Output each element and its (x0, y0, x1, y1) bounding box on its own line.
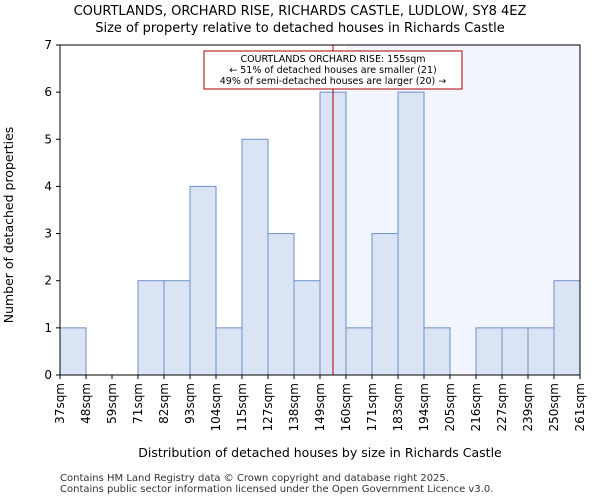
y-axis-title: Number of detached properties (1, 127, 16, 324)
y-tick-label: 1 (44, 321, 52, 335)
y-tick-label: 4 (44, 179, 52, 193)
x-axis-title: Distribution of detached houses by size … (138, 445, 502, 460)
annotation-line-3: 49% of semi-detached houses are larger (… (220, 76, 447, 87)
chart-title: COURTLANDS, ORCHARD RISE, RICHARDS CASTL… (73, 4, 527, 19)
x-tick-label: 93sqm (183, 383, 197, 424)
annotation-box (203, 50, 463, 90)
x-tick-label: 71sqm (131, 383, 145, 424)
x-tick-label: 82sqm (157, 383, 171, 424)
chart-subtitle: Size of property relative to detached ho… (95, 21, 505, 36)
x-tick-label: 59sqm (105, 383, 119, 424)
x-tick-label: 127sqm (261, 383, 275, 431)
x-tick-label: 171sqm (365, 383, 379, 431)
histogram-bar (241, 138, 269, 376)
y-tick-label: 3 (44, 227, 52, 241)
histogram-bar (371, 233, 399, 376)
annotation-line-1: COURTLANDS ORCHARD RISE: 155sqm (240, 54, 425, 65)
histogram-bar (527, 327, 555, 376)
x-tick-label: 183sqm (391, 383, 405, 431)
x-tick-label: 138sqm (287, 383, 301, 431)
x-tick-label: 261sqm (573, 383, 587, 431)
histogram-bar (137, 280, 165, 376)
histogram-bar (345, 327, 373, 376)
histogram-bar (189, 185, 217, 376)
annotation-line-2: ← 51% of detached houses are smaller (21… (229, 65, 436, 76)
histogram-bar (163, 280, 191, 376)
y-tick-label: 6 (44, 85, 52, 99)
x-tick-label: 216sqm (469, 383, 483, 431)
chart-title-block: COURTLANDS, ORCHARD RISE, RICHARDS CASTL… (0, 0, 600, 37)
x-tick-label: 115sqm (235, 383, 249, 431)
x-tick-label: 160sqm (339, 383, 353, 431)
histogram-bar (553, 280, 581, 376)
histogram-bar (59, 327, 87, 376)
y-tick-label: 7 (44, 38, 52, 52)
x-tick-label: 250sqm (547, 383, 561, 431)
x-tick-label: 205sqm (443, 383, 457, 431)
histogram-bar (267, 233, 295, 376)
x-tick-label: 194sqm (417, 383, 431, 431)
x-tick-label: 37sqm (53, 383, 67, 424)
histogram-bar (423, 327, 451, 376)
x-tick-label: 227sqm (495, 383, 509, 431)
y-tick-label: 5 (44, 132, 52, 146)
x-tick-label: 239sqm (521, 383, 535, 431)
histogram-bar (293, 280, 321, 376)
histogram-bar (475, 327, 503, 376)
x-tick-label: 48sqm (79, 383, 93, 424)
histogram-bar (501, 327, 529, 376)
footer-line-1: Contains HM Land Registry data © Crown c… (60, 473, 449, 484)
histogram-bar (397, 91, 425, 376)
attribution-footer: Contains HM Land Registry data © Crown c… (60, 473, 493, 495)
x-tick-label: 104sqm (209, 383, 223, 431)
x-tick-label: 149sqm (313, 383, 327, 431)
y-tick-label: 0 (44, 368, 52, 382)
y-tick-label: 2 (44, 274, 52, 288)
histogram-bar (215, 327, 243, 376)
footer-line-2: Contains public sector information licen… (60, 484, 494, 495)
